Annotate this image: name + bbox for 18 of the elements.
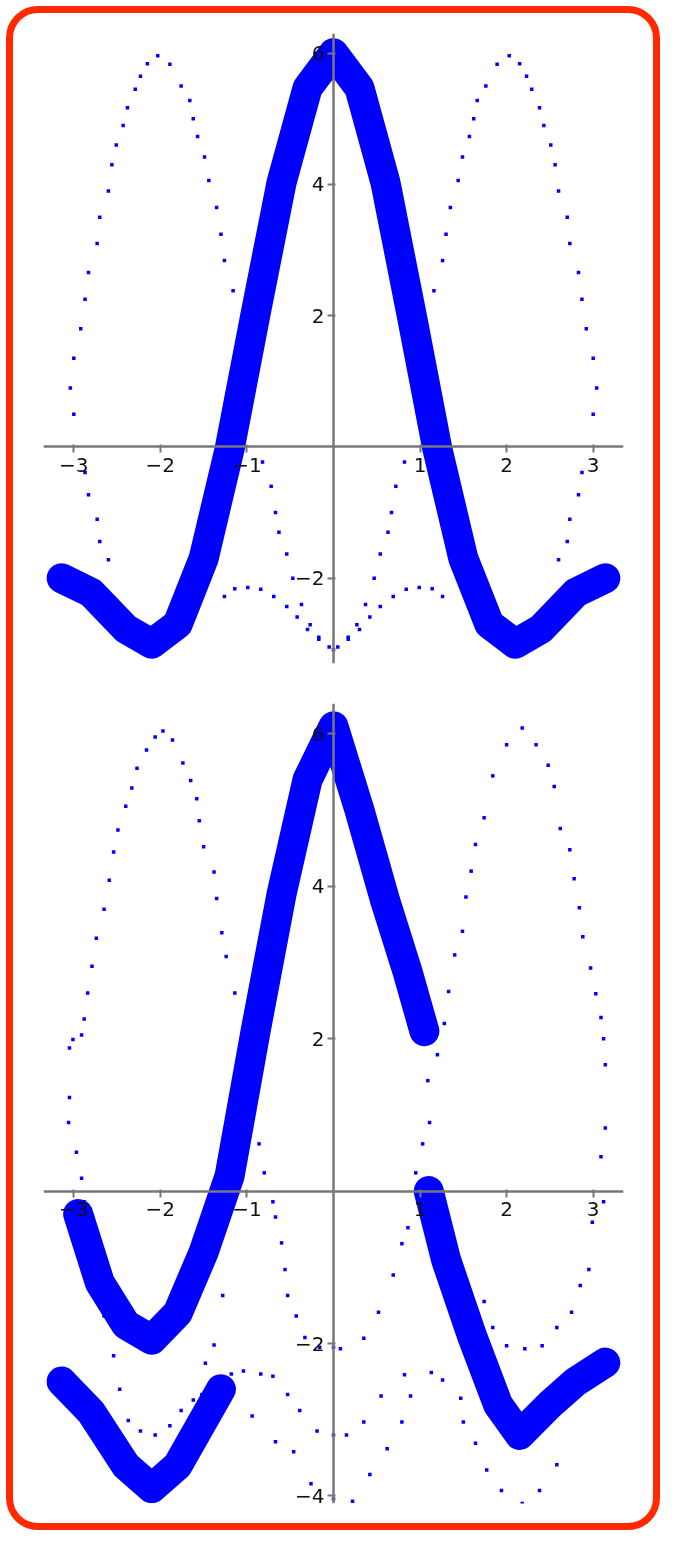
x-tick-label: 1 bbox=[413, 452, 427, 477]
y-tick-label: 6 bbox=[311, 41, 325, 66]
y-tick-label: 6 bbox=[311, 721, 325, 746]
x-tick-label: 2 bbox=[500, 1197, 514, 1222]
x-tick-label: −2 bbox=[145, 452, 176, 477]
y-tick-label: −2 bbox=[295, 1331, 325, 1356]
y-tick-label: 2 bbox=[311, 1026, 325, 1051]
x-tick-label: 2 bbox=[500, 452, 514, 477]
y-tick-label: 4 bbox=[311, 172, 325, 197]
x-tick-label: −3 bbox=[59, 452, 89, 477]
y-tick-label: −4 bbox=[295, 1483, 325, 1508]
x-tick-label: −1 bbox=[232, 1197, 262, 1222]
x-tick-label: 3 bbox=[586, 1197, 600, 1222]
y-tick-label: 2 bbox=[311, 303, 325, 328]
x-tick-label: −2 bbox=[145, 1197, 176, 1222]
x-tick-label: 3 bbox=[586, 452, 600, 477]
y-tick-label: 4 bbox=[311, 874, 325, 899]
y-tick-label: −2 bbox=[295, 566, 325, 591]
